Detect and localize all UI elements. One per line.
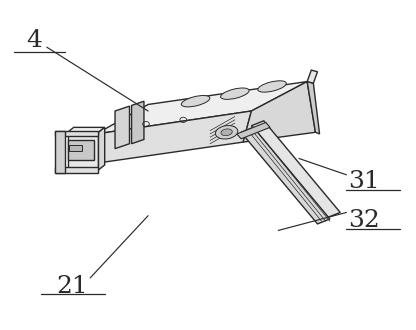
Polygon shape bbox=[84, 111, 251, 165]
Polygon shape bbox=[55, 167, 99, 173]
Polygon shape bbox=[55, 131, 99, 136]
Text: 32: 32 bbox=[349, 209, 380, 232]
Polygon shape bbox=[69, 145, 82, 151]
Polygon shape bbox=[307, 70, 317, 83]
Ellipse shape bbox=[181, 95, 210, 107]
Ellipse shape bbox=[221, 129, 232, 136]
Polygon shape bbox=[67, 127, 105, 132]
Polygon shape bbox=[67, 132, 99, 170]
Ellipse shape bbox=[220, 88, 249, 99]
Polygon shape bbox=[99, 127, 105, 170]
Polygon shape bbox=[241, 127, 330, 224]
Text: 31: 31 bbox=[349, 170, 380, 193]
Polygon shape bbox=[131, 101, 144, 144]
Polygon shape bbox=[243, 82, 315, 142]
Polygon shape bbox=[237, 122, 270, 139]
Polygon shape bbox=[251, 121, 340, 217]
Text: 4: 4 bbox=[27, 29, 42, 52]
Polygon shape bbox=[115, 106, 129, 148]
Polygon shape bbox=[55, 131, 65, 173]
Polygon shape bbox=[67, 141, 94, 160]
Ellipse shape bbox=[258, 81, 286, 92]
Ellipse shape bbox=[215, 125, 238, 139]
Polygon shape bbox=[307, 82, 319, 134]
Text: 21: 21 bbox=[56, 275, 87, 298]
Polygon shape bbox=[97, 82, 307, 134]
